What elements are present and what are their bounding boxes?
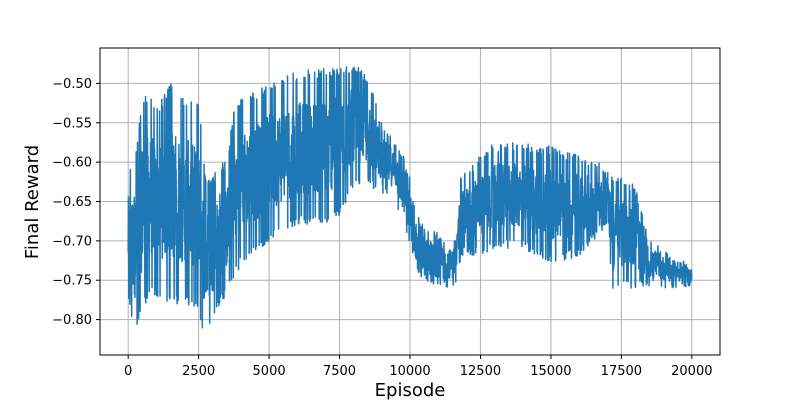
- x-axis-label: Episode: [375, 380, 446, 400]
- x-tick-label: 2500: [182, 364, 215, 379]
- y-tick-label: −0.80: [52, 313, 92, 328]
- x-tick-label: 17500: [601, 364, 642, 379]
- y-tick-label: −0.70: [52, 234, 92, 249]
- y-axis-label: Final Reward: [22, 145, 43, 259]
- x-tick-label: 0: [124, 364, 132, 379]
- x-tick-label: 12500: [460, 364, 501, 379]
- x-tick-label: 7500: [323, 364, 356, 379]
- y-tick-label: −0.55: [52, 116, 92, 131]
- reward-series: [127, 66, 693, 329]
- y-tick-label: −0.75: [52, 274, 92, 289]
- y-tick-label: −0.50: [52, 77, 92, 92]
- reward-series-line: [127, 66, 693, 329]
- x-tick-label: 5000: [253, 364, 286, 379]
- grid-lines: [100, 48, 720, 355]
- y-tick-label: −0.60: [52, 156, 92, 171]
- axis-ticks: 0 2500 5000 7500 10000 12500 15000 17500 20000 −0…: [52, 77, 712, 379]
- x-tick-label: 15000: [530, 364, 571, 379]
- y-tick-label: −0.65: [52, 195, 92, 210]
- x-tick-label: 20000: [671, 364, 712, 379]
- x-tick-label: 10000: [389, 364, 430, 379]
